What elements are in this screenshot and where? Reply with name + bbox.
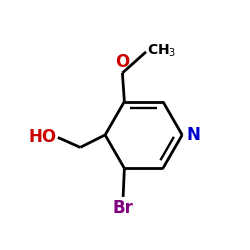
Text: CH$_3$: CH$_3$ (147, 42, 176, 59)
Text: N: N (187, 126, 200, 144)
Text: O: O (115, 53, 129, 71)
Text: HO: HO (28, 128, 57, 146)
Text: Br: Br (113, 200, 134, 218)
